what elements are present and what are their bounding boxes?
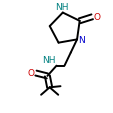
Text: N: N — [78, 36, 84, 45]
Text: NH: NH — [41, 56, 55, 65]
Text: O: O — [93, 13, 100, 22]
Text: NH: NH — [55, 3, 68, 12]
Text: O: O — [27, 68, 34, 77]
